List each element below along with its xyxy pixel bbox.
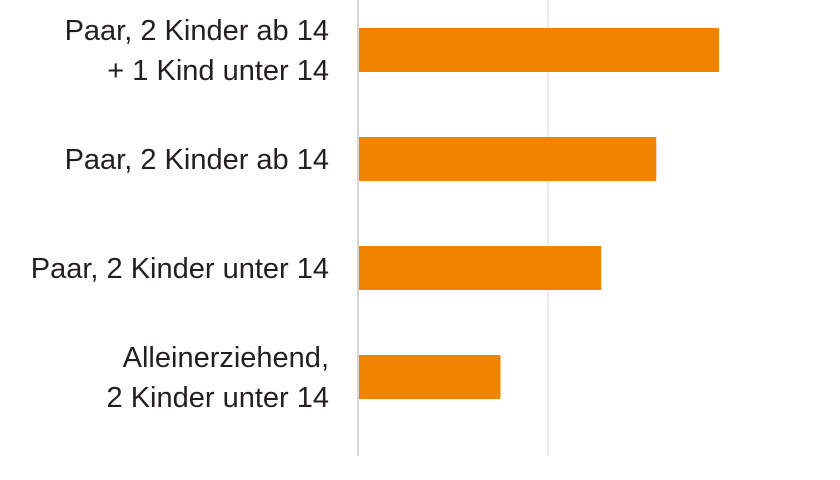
bar (359, 28, 719, 72)
bars (359, 28, 719, 399)
category-label-line: 2 Kinder unter 14 (107, 382, 329, 414)
category-label-line: Paar, 2 Kinder unter 14 (31, 253, 329, 285)
category-label-line: Alleinerziehend, (123, 342, 329, 374)
bar (359, 246, 602, 290)
gridlines (357, 0, 549, 456)
category-labels: Paar, 2 Kinder ab 14 + 1 Kind unter 14Paa… (31, 15, 329, 414)
bar (359, 137, 657, 181)
category-label-line: Paar, 2 Kinder ab 14 (65, 15, 329, 47)
category-label: Paar, 2 Kinder ab 14 (65, 144, 329, 176)
category-label: Paar, 2 Kinder ab 14 + 1 Kind unter 14 (65, 15, 329, 87)
bar (359, 355, 501, 399)
category-label: Paar, 2 Kinder unter 14 (31, 253, 329, 285)
category-label-line: + 1 Kind unter 14 (107, 55, 329, 87)
category-label-line: Paar, 2 Kinder ab 14 (65, 144, 329, 176)
category-label: Alleinerziehend, 2 Kinder unter 14 (107, 342, 329, 414)
